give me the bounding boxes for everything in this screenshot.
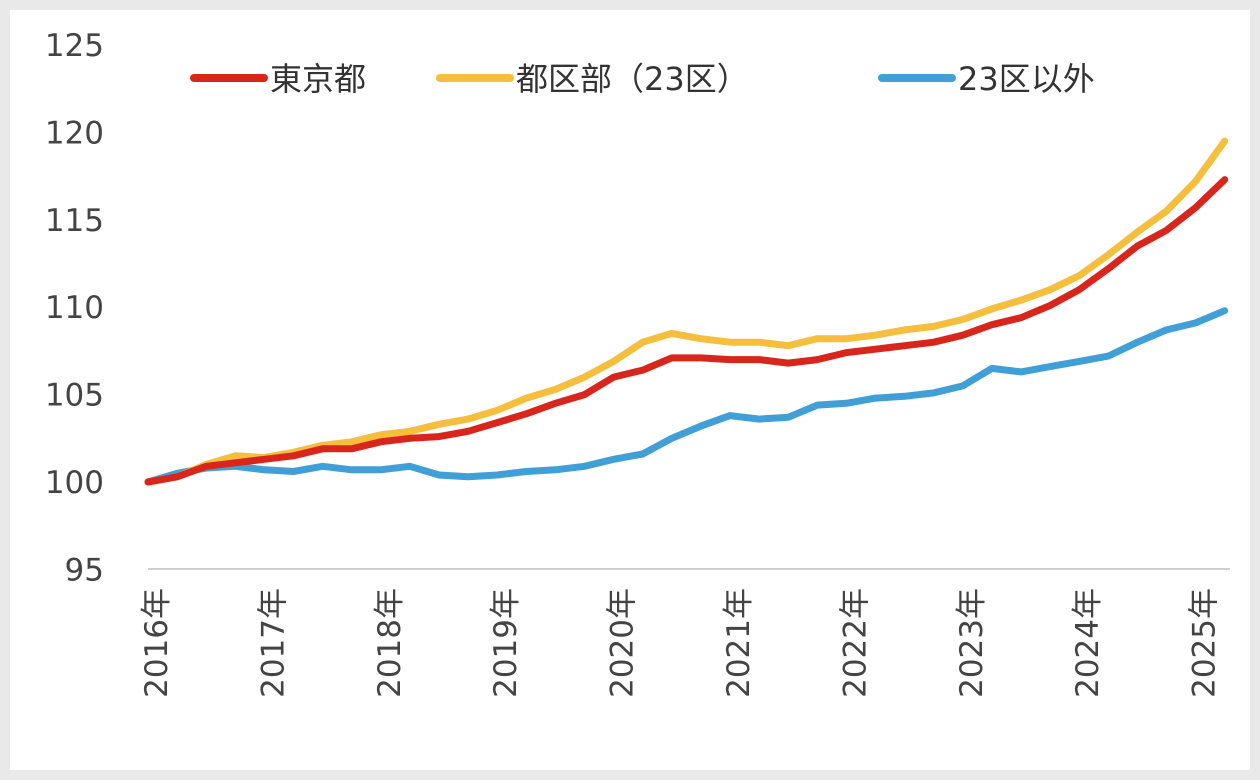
y-tick-label: 105 xyxy=(45,378,104,414)
x-tick-label: 2019年 xyxy=(488,588,524,698)
x-tick-label: 2018年 xyxy=(372,588,408,698)
y-tick-label: 115 xyxy=(45,203,104,239)
y-tick-label: 110 xyxy=(45,290,104,326)
x-tick-label: 2021年 xyxy=(721,588,757,698)
line-chart: 95 100 105 110 115 120 125 2016年 2017年 2018年 2019… xyxy=(45,28,1230,698)
x-tick-label: 2025年 xyxy=(1187,588,1223,698)
x-axis: 2016年 2017年 2018年 2019年 2020年 2021年 2022年 2023年… xyxy=(139,588,1223,698)
y-tick-label: 120 xyxy=(45,115,104,151)
x-tick-label: 2024年 xyxy=(1070,588,1106,698)
y-tick-label: 125 xyxy=(45,28,104,64)
legend: 東京都 都区部（23区） 23区以外 xyxy=(190,60,1095,98)
y-tick-label: 95 xyxy=(65,552,104,588)
x-tick-label: 2020年 xyxy=(605,588,641,698)
legend-label: 都区部（23区） xyxy=(516,60,749,98)
series-lines xyxy=(144,137,1229,486)
series-line-1 xyxy=(144,137,1229,486)
x-tick-label: 2022年 xyxy=(837,588,873,698)
series-line-0 xyxy=(144,176,1229,486)
y-tick-label: 100 xyxy=(45,465,104,501)
legend-label: 東京都 xyxy=(270,60,366,98)
x-tick-label: 2016年 xyxy=(139,588,175,698)
x-tick-label: 2023年 xyxy=(954,588,990,698)
y-axis: 95 100 105 110 115 120 125 xyxy=(45,28,104,588)
legend-label: 23区以外 xyxy=(958,60,1095,98)
x-tick-label: 2017年 xyxy=(255,588,291,698)
chart-panel: 95 100 105 110 115 120 125 2016年 2017年 2018年 2019… xyxy=(10,10,1250,770)
series-line-2 xyxy=(144,307,1229,486)
